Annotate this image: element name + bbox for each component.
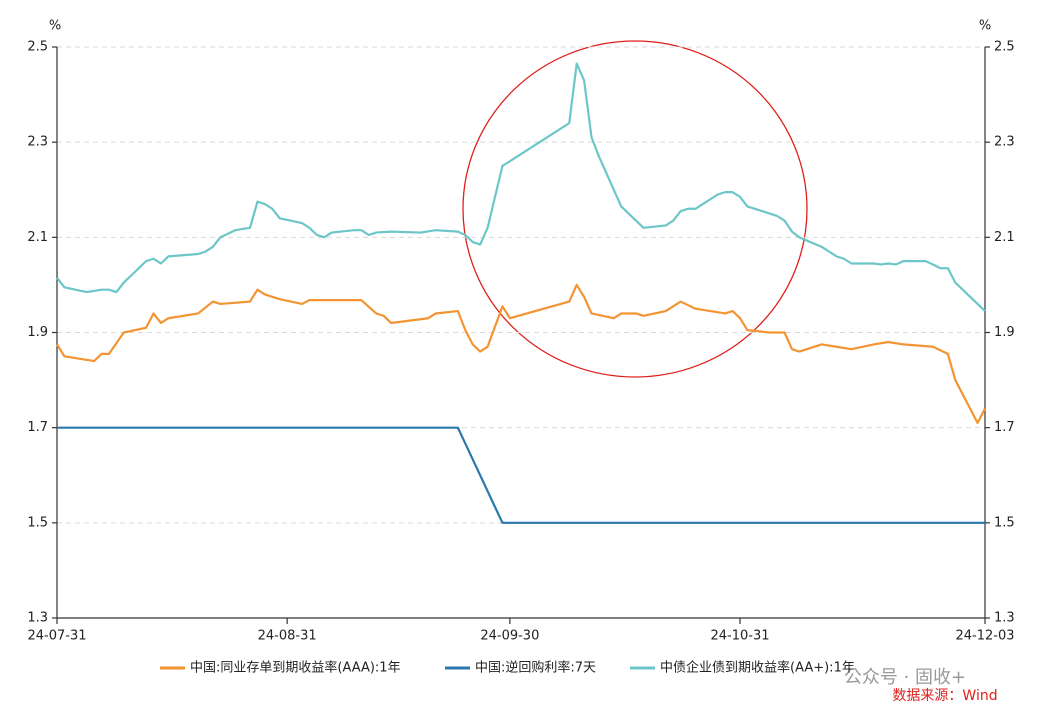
y2-tick-label: 1.3 [994,611,1015,626]
y2-axis-unit: % [979,19,991,34]
y-tick-label: 1.3 [27,611,48,626]
y2-tick-label: 1.5 [994,515,1015,530]
y-tick-label: 2.1 [27,230,48,245]
y-tick-label: 1.5 [27,515,48,530]
x-tick-label: 24-07-31 [27,629,86,644]
y-tick-label: 1.9 [27,325,48,340]
x-tick-label: 24-08-31 [258,629,317,644]
y2-tick-label: 2.1 [994,230,1015,245]
x-tick-label: 24-12-03 [955,629,1014,644]
y2-tick-label: 1.7 [994,420,1015,435]
y-tick-label: 2.5 [27,40,48,55]
y2-tick-label: 2.3 [994,135,1015,150]
watermark: 公众号 · 固收+ [844,667,966,688]
x-tick-label: 24-10-31 [711,629,770,644]
legend-label: 中国:逆回购利率:7天 [475,660,596,676]
x-tick-label: 24-09-30 [480,629,539,644]
legend-label: 中国:同业存单到期收益率(AAA):1年 [190,660,401,676]
y-axis-unit: % [49,19,61,34]
y-tick-label: 1.7 [27,420,48,435]
y2-tick-label: 1.9 [994,325,1015,340]
y-tick-label: 2.3 [27,135,48,150]
highlight-circle [462,40,808,378]
series-line [56,283,986,425]
y2-tick-label: 2.5 [994,40,1015,55]
series-line [57,426,985,524]
series-line [56,62,986,312]
legend-label: 中债企业债到期收益率(AA+):1年 [660,660,855,676]
source-note: 数据来源：Wind [892,688,997,704]
